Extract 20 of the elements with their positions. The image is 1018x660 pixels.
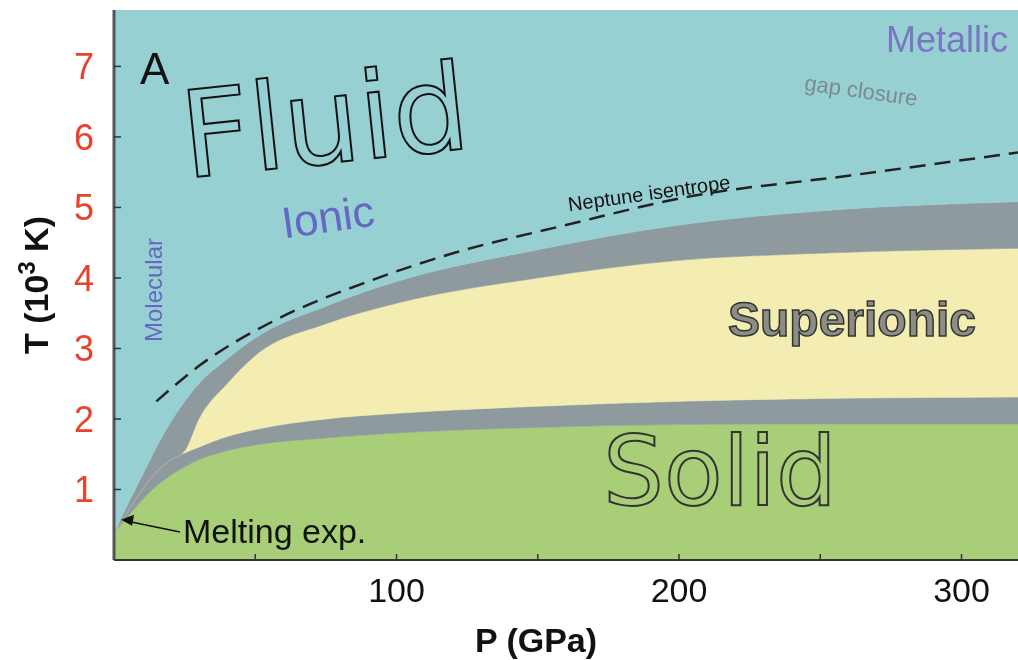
annotation: Solid: [603, 416, 837, 528]
annotation: gap closure: [802, 70, 920, 111]
y-tick-label: 1: [73, 469, 94, 511]
annotation: A: [140, 44, 170, 93]
annotation: Superionic: [727, 293, 977, 346]
annotation: Melting exp.: [183, 512, 367, 550]
y-tick-label: 6: [73, 116, 94, 158]
y-tick-label: 4: [73, 257, 94, 299]
annotation: Neptune isentrope: [566, 170, 732, 216]
x-tick-label: 300: [933, 571, 990, 609]
y-tick-label: 5: [73, 187, 94, 229]
y-tick-label: 7: [73, 46, 94, 88]
y-tick-label: 2: [73, 398, 94, 440]
x-tick-label: 200: [650, 571, 708, 609]
annotation: Ionic: [278, 185, 378, 248]
annotation: Metallic: [885, 19, 1008, 60]
x-axis-title: P (GPa): [474, 621, 598, 659]
y-tick-label: 3: [73, 328, 94, 370]
x-tick-label: 100: [368, 571, 425, 609]
annotation: Molecular: [140, 237, 167, 343]
